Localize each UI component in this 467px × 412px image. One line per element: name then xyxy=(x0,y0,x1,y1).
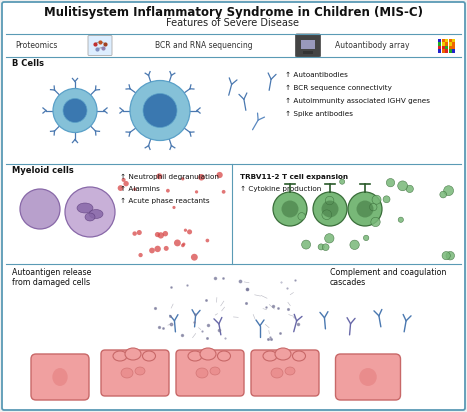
Text: B Cells: B Cells xyxy=(12,59,44,68)
Circle shape xyxy=(205,239,209,242)
Circle shape xyxy=(121,178,126,182)
Ellipse shape xyxy=(85,213,95,221)
Circle shape xyxy=(163,231,168,236)
Circle shape xyxy=(302,240,311,249)
Circle shape xyxy=(406,185,413,192)
Text: ↑ Spike antibodies: ↑ Spike antibodies xyxy=(285,111,353,117)
Circle shape xyxy=(133,187,136,191)
Circle shape xyxy=(137,230,142,235)
Text: ↑ Neutrophil degranulation: ↑ Neutrophil degranulation xyxy=(120,174,219,180)
Circle shape xyxy=(318,244,324,250)
Bar xyxy=(438,49,441,52)
Ellipse shape xyxy=(275,348,291,360)
Circle shape xyxy=(184,229,187,232)
Ellipse shape xyxy=(200,348,216,360)
Circle shape xyxy=(164,246,169,251)
Circle shape xyxy=(63,98,87,122)
Ellipse shape xyxy=(263,351,277,361)
Ellipse shape xyxy=(125,348,141,360)
Circle shape xyxy=(356,201,374,218)
Circle shape xyxy=(282,201,298,218)
Text: Myeloid cells: Myeloid cells xyxy=(12,166,74,175)
Circle shape xyxy=(191,254,198,261)
Ellipse shape xyxy=(142,351,156,361)
Circle shape xyxy=(371,217,380,227)
Bar xyxy=(301,40,315,49)
Circle shape xyxy=(172,206,176,209)
Circle shape xyxy=(273,192,307,226)
Circle shape xyxy=(322,210,332,220)
Ellipse shape xyxy=(359,368,377,386)
Circle shape xyxy=(118,185,123,191)
FancyBboxPatch shape xyxy=(101,350,169,396)
Circle shape xyxy=(149,248,155,253)
Circle shape xyxy=(187,229,192,234)
Ellipse shape xyxy=(113,351,127,361)
Bar xyxy=(445,46,448,49)
Bar xyxy=(442,42,445,45)
Circle shape xyxy=(350,240,359,250)
Text: BCR and RNA sequencing: BCR and RNA sequencing xyxy=(155,41,253,50)
Circle shape xyxy=(442,252,450,260)
Text: Proteomics: Proteomics xyxy=(15,41,57,50)
Circle shape xyxy=(398,181,408,191)
Ellipse shape xyxy=(271,368,283,378)
Text: ↑ Cytokine production: ↑ Cytokine production xyxy=(240,186,321,192)
Circle shape xyxy=(313,192,347,226)
Bar xyxy=(445,42,448,45)
Circle shape xyxy=(138,253,143,257)
Circle shape xyxy=(321,201,339,218)
Circle shape xyxy=(444,186,453,196)
Bar xyxy=(449,39,452,42)
Bar xyxy=(449,42,452,45)
Circle shape xyxy=(348,192,382,226)
Text: Complement and coagulation
cascades: Complement and coagulation cascades xyxy=(330,268,446,288)
Circle shape xyxy=(372,195,381,204)
Bar xyxy=(452,42,455,45)
Ellipse shape xyxy=(121,368,133,378)
Text: TRBV11-2 T cell expansion: TRBV11-2 T cell expansion xyxy=(240,174,348,180)
Circle shape xyxy=(325,196,334,205)
Text: ↑ Alarmins: ↑ Alarmins xyxy=(120,186,160,192)
Circle shape xyxy=(158,232,164,239)
Ellipse shape xyxy=(188,351,202,361)
FancyBboxPatch shape xyxy=(335,354,401,400)
Circle shape xyxy=(386,178,395,187)
Ellipse shape xyxy=(77,203,93,213)
Bar xyxy=(442,49,445,52)
Circle shape xyxy=(363,235,369,241)
Bar xyxy=(438,42,441,45)
Circle shape xyxy=(217,172,223,178)
Circle shape xyxy=(322,244,329,250)
Bar xyxy=(449,49,452,52)
Circle shape xyxy=(123,181,129,186)
Text: Autoantibody array: Autoantibody array xyxy=(335,41,410,50)
Circle shape xyxy=(383,196,390,203)
Circle shape xyxy=(53,89,97,133)
Ellipse shape xyxy=(52,368,68,386)
FancyBboxPatch shape xyxy=(31,354,89,400)
Circle shape xyxy=(133,232,137,236)
Text: ↑ Autoantibodies: ↑ Autoantibodies xyxy=(285,72,348,78)
Circle shape xyxy=(298,213,305,220)
Text: ↑ BCR sequence connectivity: ↑ BCR sequence connectivity xyxy=(285,85,392,91)
Bar xyxy=(303,51,313,54)
Circle shape xyxy=(182,243,185,246)
FancyBboxPatch shape xyxy=(88,35,112,56)
Ellipse shape xyxy=(135,367,145,375)
Circle shape xyxy=(325,234,334,243)
Circle shape xyxy=(369,204,377,211)
Circle shape xyxy=(181,243,184,247)
Ellipse shape xyxy=(210,367,220,375)
Text: ↑ Acute phase reactants: ↑ Acute phase reactants xyxy=(120,198,210,204)
Text: Features of Severe Disease: Features of Severe Disease xyxy=(167,18,299,28)
Circle shape xyxy=(143,94,177,127)
Bar xyxy=(442,46,445,49)
Bar xyxy=(438,39,441,42)
Bar xyxy=(452,49,455,52)
Ellipse shape xyxy=(89,209,103,218)
Ellipse shape xyxy=(218,351,231,361)
Circle shape xyxy=(166,189,170,192)
Circle shape xyxy=(222,190,226,194)
